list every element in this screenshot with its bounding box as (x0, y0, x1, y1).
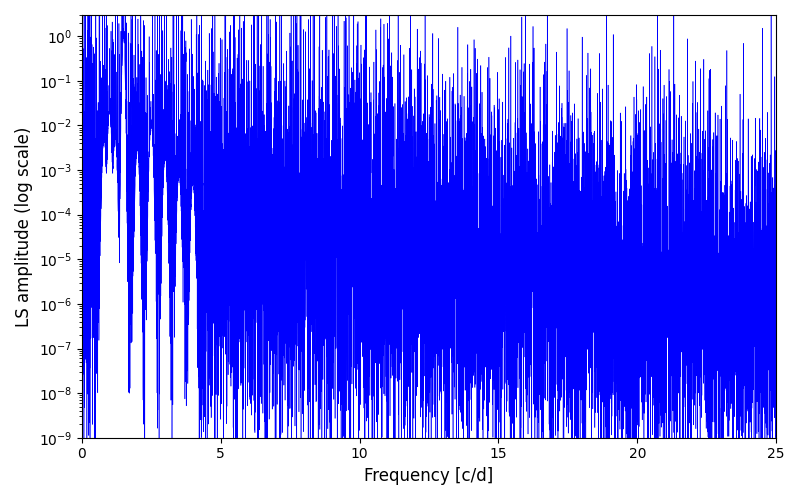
Y-axis label: LS amplitude (log scale): LS amplitude (log scale) (15, 126, 33, 326)
X-axis label: Frequency [c/d]: Frequency [c/d] (364, 467, 494, 485)
